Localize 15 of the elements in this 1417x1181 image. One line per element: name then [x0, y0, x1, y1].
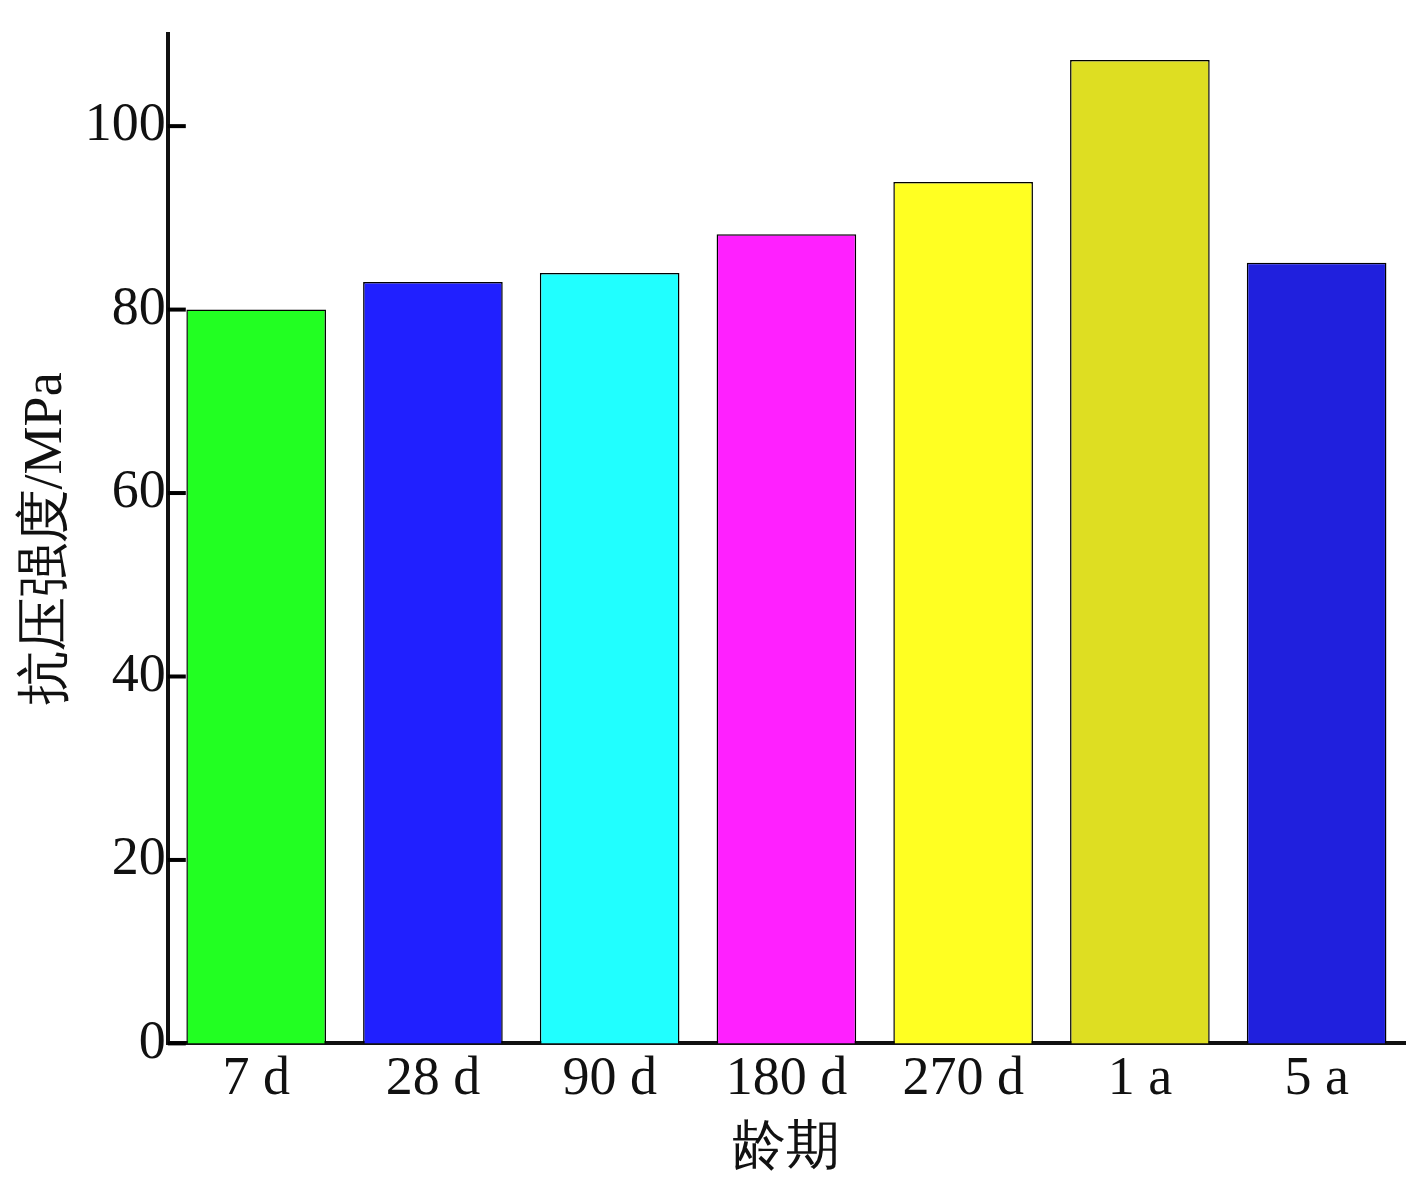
- y-tick-label: 20: [111, 826, 166, 887]
- y-tick-label: 60: [111, 459, 166, 520]
- x-tick-label: 90 d: [562, 1045, 657, 1106]
- y-tick-label: 100: [84, 92, 166, 153]
- x-tick-label: 1 a: [1107, 1045, 1173, 1106]
- x-tick-label: 28 d: [385, 1045, 481, 1106]
- y-tick-label: 80: [111, 275, 166, 336]
- x-tick-label: 7 d: [222, 1045, 290, 1106]
- x-axis-title: 龄期: [732, 1114, 841, 1175]
- y-tick-label: 40: [111, 642, 166, 703]
- y-tick-label: 0: [138, 1009, 166, 1070]
- x-tick-label: 180 d: [725, 1045, 848, 1106]
- x-tick-label: 270 d: [902, 1045, 1024, 1106]
- x-tick-label: 5 a: [1284, 1045, 1349, 1106]
- y-axis-title: 抗压强度/MPa: [12, 372, 73, 706]
